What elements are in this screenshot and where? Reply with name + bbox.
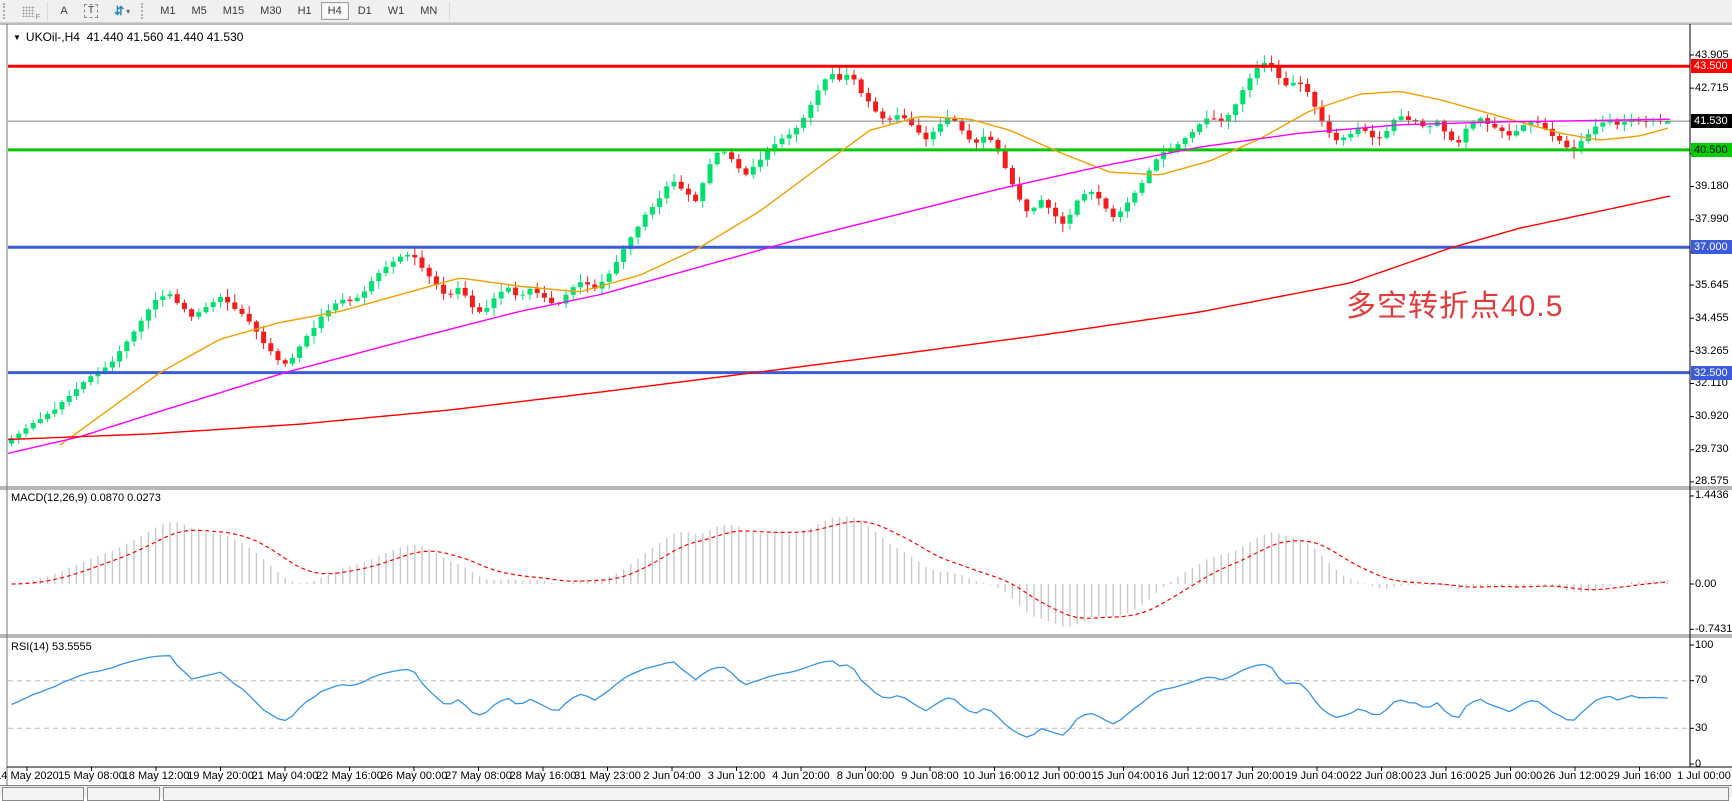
timeframe-D1[interactable]: D1 — [357, 5, 372, 17]
grid-icon: F — [22, 5, 40, 21]
time-axis-label: 26 Jun 12:00 — [1543, 770, 1607, 782]
macd-tick-label: 0.00 — [1695, 577, 1717, 590]
rsi-tick-label: 30 — [1695, 721, 1708, 734]
time-axis-label: 25 Jun 00:00 — [1478, 770, 1543, 782]
macd-label: MACD(12,26,9) 0.0870 0.0273 — [11, 492, 161, 504]
rsi-tick-label: 70 — [1695, 674, 1708, 687]
timeframe-M30[interactable]: M30 — [260, 5, 282, 17]
time-axis-label: 27 May 08:00 — [445, 770, 512, 782]
time-axis-label: 28 May 16:00 — [509, 770, 577, 782]
text-tool-icon: T — [84, 4, 99, 18]
time-axis-label: 29 Jun 16:00 — [1607, 770, 1672, 782]
ohlc-values: 41.440 41.560 41.440 41.530 — [86, 30, 244, 44]
chart-tab[interactable] — [163, 787, 1729, 801]
price-tick-label: 28.575 — [1695, 475, 1729, 488]
time-axis-label: 22 Jun 08:00 — [1349, 770, 1414, 782]
price-tick-label: 39.180 — [1695, 180, 1729, 193]
chart-tabs-bar — [0, 786, 1732, 801]
chart-tab[interactable] — [87, 787, 160, 801]
price-tick-label: 33.265 — [1695, 344, 1729, 357]
arrows-icon: ⇵ — [114, 4, 125, 18]
price-tick-label: 29.730 — [1695, 443, 1729, 456]
price-tick-label: 42.715 — [1695, 81, 1729, 94]
macd-tick-label: -0.7431 — [1695, 622, 1732, 635]
time-axis-label: 16 Jun 12:00 — [1156, 770, 1220, 782]
chart-title: ▼ UKOil-,H4 41.440 41.560 41.440 41.530 — [13, 30, 243, 44]
rsi-tick-label: 100 — [1695, 638, 1714, 651]
timeframe-M1[interactable]: M1 — [160, 5, 176, 17]
toolbar-separator — [47, 2, 48, 20]
price-tick-label: 37.990 — [1695, 213, 1729, 226]
toolbar-grip[interactable] — [3, 3, 10, 19]
toolbar-separator — [449, 2, 451, 20]
timeframe-M5[interactable]: M5 — [191, 5, 207, 17]
time-axis-label: 31 May 23:00 — [574, 770, 641, 782]
objects-button[interactable]: ⇵ ▾ — [107, 2, 137, 20]
time-axis-label: 23 Jun 16:00 — [1414, 770, 1478, 782]
macd-values: 0.0870 0.0273 — [90, 492, 161, 504]
time-axis-label: 15 May 08:00 — [58, 770, 125, 782]
timeframe-M15[interactable]: M15 — [222, 5, 245, 17]
price-tick-label: 32.110 — [1695, 376, 1728, 389]
time-axis-label: 2 Jun 04:00 — [643, 770, 701, 782]
price-tick-label: 30.920 — [1695, 410, 1729, 423]
price-badge-43.500: 43.500 — [1691, 59, 1732, 74]
chart-tab[interactable] — [2, 787, 84, 801]
chart-annotation-text: 多空转折点40.5 — [1346, 290, 1564, 323]
time-axis-label: 10 Jun 16:00 — [962, 770, 1027, 782]
time-axis-label: 17 Jun 20:00 — [1220, 770, 1285, 782]
time-axis-label: 12 Jun 00:00 — [1027, 770, 1091, 782]
price-badge-40.500: 40.500 — [1691, 142, 1732, 157]
timeframe-W1[interactable]: W1 — [387, 5, 405, 17]
price-badge-32.500: 32.500 — [1691, 365, 1732, 380]
time-axis-label: 19 May 20:00 — [187, 770, 254, 782]
price-tick-label: 35.645 — [1695, 278, 1729, 291]
timeframe-H4[interactable]: H4 — [320, 2, 349, 20]
dropdown-triangle-icon[interactable]: ▼ — [13, 33, 21, 42]
indicators-grid-button[interactable]: F — [15, 2, 42, 21]
macd-tick-label: 1.4436 — [1695, 489, 1729, 502]
rsi-tick-label: 0 — [1695, 757, 1702, 770]
price-tick-label: 43.905 — [1695, 48, 1729, 61]
price-badge-37.000: 37.000 — [1691, 240, 1732, 255]
top-toolbar: F A T ⇵ ▾ M1 M5 M15 M30 H1 H4 D1 W1 MN — [0, 0, 1732, 23]
symbol-label: UKOil-,H4 — [25, 30, 80, 44]
price-badge-41.530: 41.530 — [1691, 114, 1732, 129]
timeframe-MN[interactable]: MN — [420, 5, 438, 17]
toolbar-grip[interactable] — [141, 3, 148, 19]
time-axis-label: 3 Jun 12:00 — [707, 770, 766, 782]
chevron-down-icon: ▾ — [126, 6, 131, 16]
time-axis-label: 1 Jul 00:00 — [1677, 770, 1731, 782]
time-axis-label: 19 Jun 04:00 — [1285, 770, 1349, 782]
timeframe-H1[interactable]: H1 — [297, 5, 312, 17]
cursor-a-button[interactable]: A — [60, 5, 68, 17]
time-axis-label: 8 Jun 00:00 — [836, 770, 895, 782]
rsi-value: 53.5555 — [51, 641, 92, 653]
time-axis-label: 9 Jun 08:00 — [901, 770, 959, 782]
price-tick-label: 34.455 — [1695, 311, 1729, 324]
time-axis-label: 18 May 12:00 — [122, 770, 190, 782]
time-axis-label: 22 May 16:00 — [316, 770, 383, 782]
time-axis-label: 15 Jun 04:00 — [1091, 770, 1156, 782]
time-axis-label: 14 May 2020 — [0, 770, 59, 782]
text-tool-button[interactable]: T — [77, 2, 105, 20]
time-axis-label: 4 Jun 20:00 — [772, 770, 830, 782]
time-axis-label: 26 May 00:00 — [380, 770, 448, 782]
timeframe-group: M1 M5 M15 M30 H1 H4 D1 W1 MN — [152, 2, 445, 20]
rsi-label: RSI(14) 53.5555 — [11, 641, 92, 653]
time-axis-label: 21 May 04:00 — [251, 770, 319, 782]
